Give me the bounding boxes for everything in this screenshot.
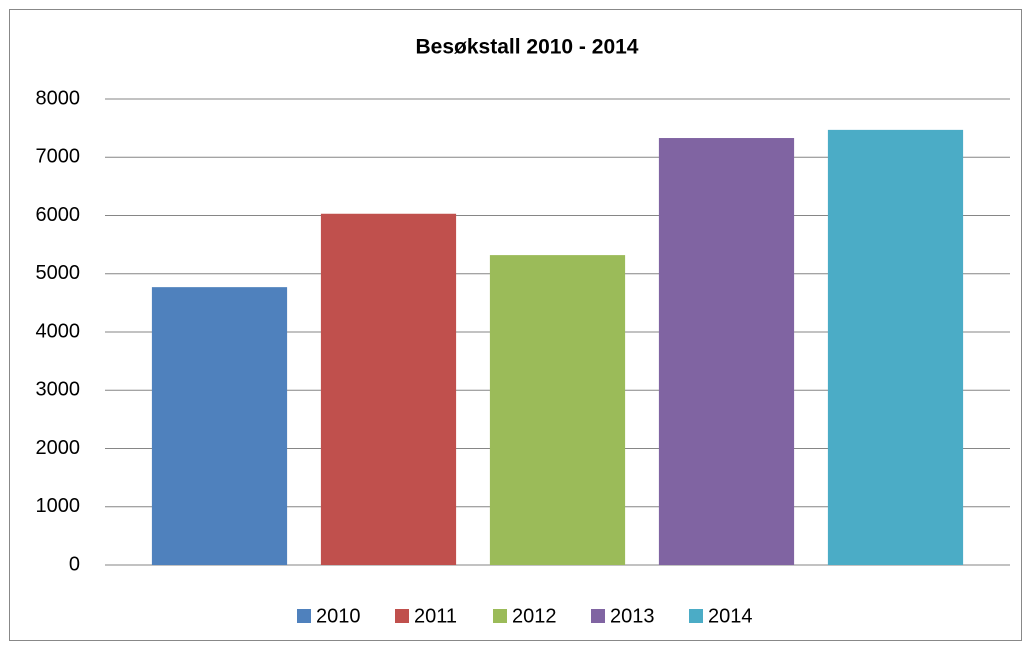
y-tick-label: 7000	[36, 146, 81, 168]
legend-swatch	[591, 609, 605, 623]
y-tick-label: 2000	[36, 437, 81, 459]
y-tick-label: 0	[69, 553, 80, 575]
y-tick-label: 8000	[36, 87, 81, 109]
legend-label: 2010	[316, 605, 361, 627]
legend-swatch	[297, 609, 311, 623]
y-tick-label: 4000	[36, 320, 81, 342]
legend-label: 2014	[708, 605, 753, 627]
legend-label: 2011	[414, 605, 457, 627]
y-tick-label: 5000	[36, 262, 81, 284]
chart-title: Besøkstall 2010 - 2014	[416, 36, 639, 59]
y-tick-label: 3000	[36, 379, 81, 401]
y-tick-label: 1000	[36, 495, 81, 517]
bar	[489, 255, 626, 566]
legend-swatch	[395, 609, 409, 623]
bar	[827, 129, 964, 565]
legend-swatch	[493, 609, 507, 623]
legend-label: 2013	[610, 605, 655, 627]
bar	[151, 287, 288, 565]
bar	[320, 213, 457, 565]
legend-label: 2012	[512, 605, 557, 627]
y-tick-label: 6000	[36, 204, 81, 226]
bar	[658, 138, 795, 565]
legend-swatch	[689, 609, 703, 623]
